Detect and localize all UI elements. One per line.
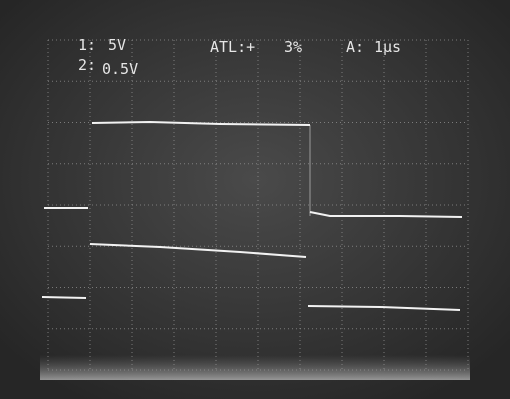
ch1-label: 1: [78,36,96,54]
scope-screen: 1: 5V 2: 0.5V ATL:+ 3% A: 1µs [0,0,510,399]
trigger-level: 3% [284,38,302,56]
ch2-label: 2: [78,56,96,74]
timebase: 1µs [374,38,401,56]
bottom-glow [40,355,470,380]
ch1-scale: 5V [108,36,126,54]
trigger: ATL:+ [210,38,255,56]
ch2-scale: 0.5V [102,60,138,78]
trace-ch2-left [42,297,86,298]
background [0,0,510,399]
timebase-label: A: [346,38,364,56]
